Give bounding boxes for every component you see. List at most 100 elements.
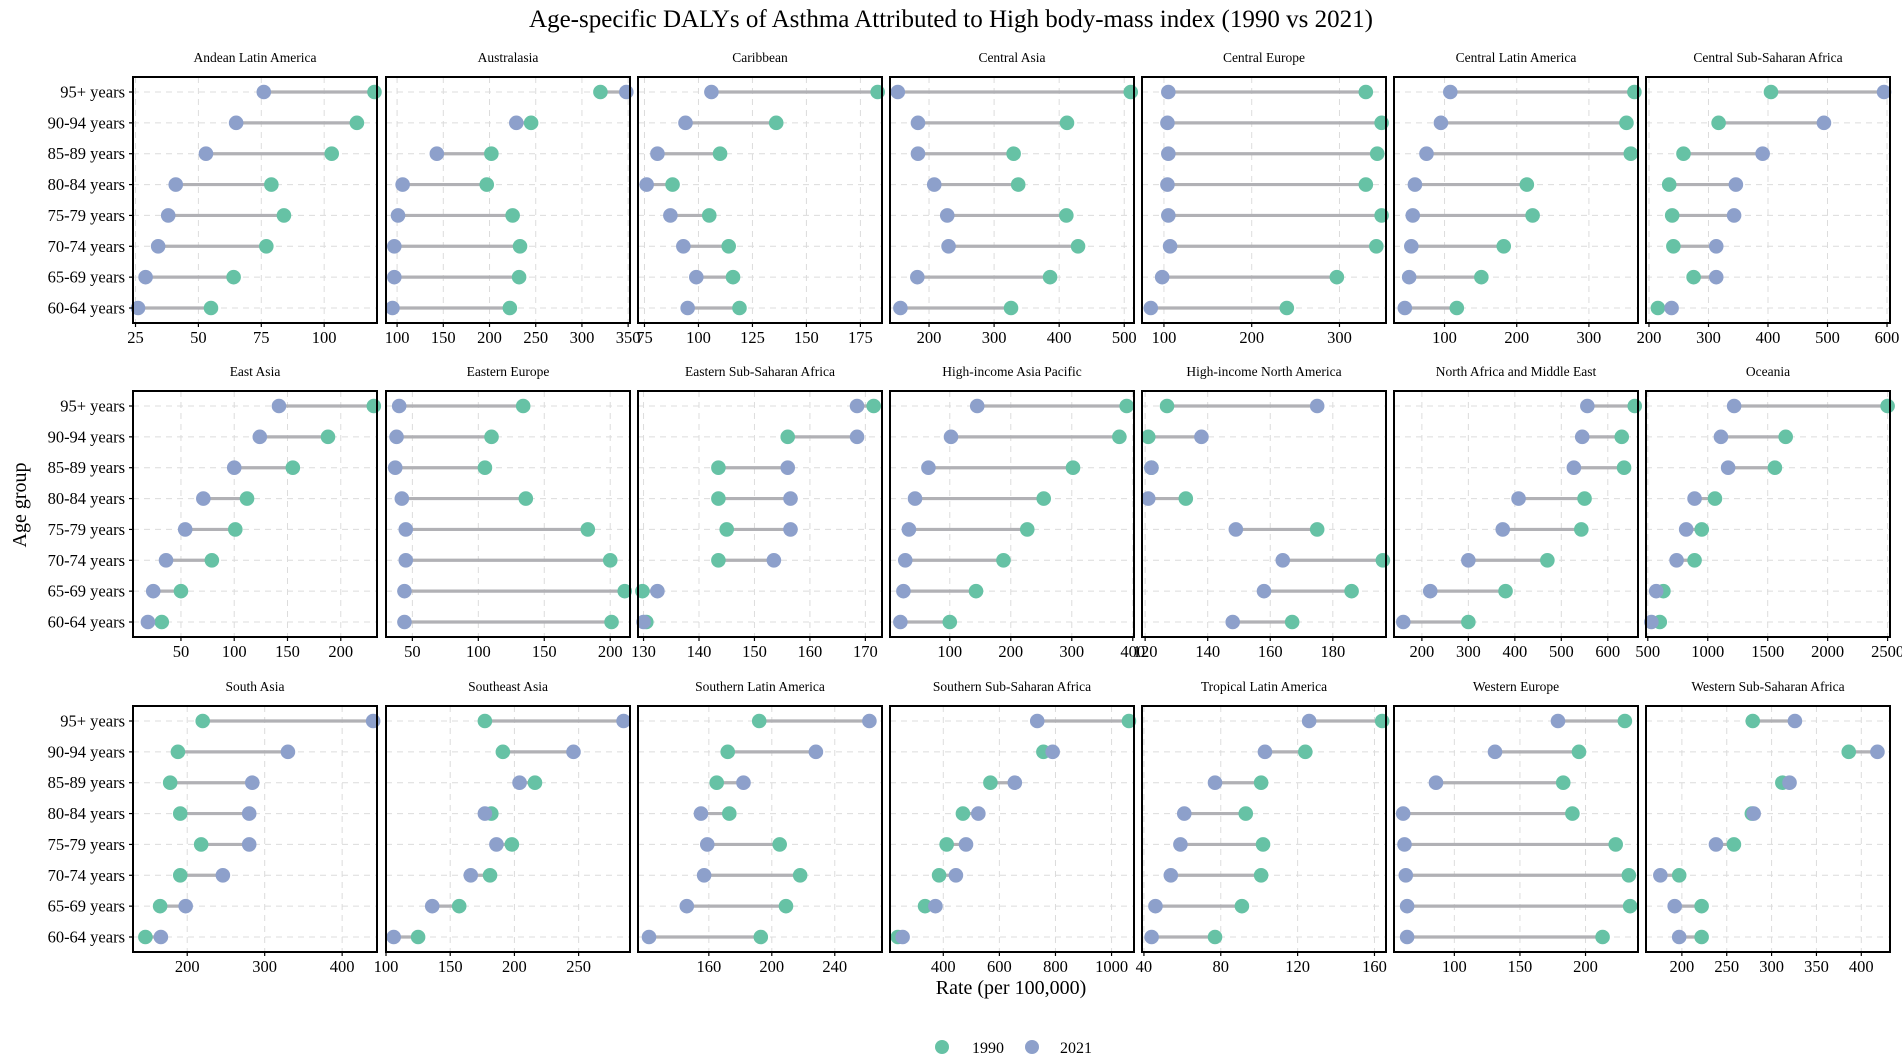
point-1990 — [721, 238, 736, 254]
point-2021 — [1678, 522, 1694, 537]
point-1990 — [1123, 84, 1139, 100]
point-2021 — [150, 238, 166, 254]
panel-title-central-latin-america: Central Latin America — [1456, 50, 1577, 65]
panel-title-tropical-latin-america: Tropical Latin America — [1201, 679, 1327, 694]
point-1990 — [1671, 867, 1687, 883]
x-tick-label: 300 — [1759, 957, 1784, 976]
y-tick-label: 90-94 years — [48, 113, 125, 132]
x-tick-label: 150 — [742, 642, 767, 661]
panel-central-latin-america: Central Latin America 100 200 300 — [1393, 50, 1642, 347]
x-tick-label: 200 — [1573, 957, 1598, 976]
x-tick-label: 75 — [636, 328, 653, 347]
point-2021 — [398, 522, 414, 537]
point-2021 — [391, 398, 407, 414]
point-1990 — [701, 208, 717, 223]
point-2021 — [969, 398, 985, 414]
x-tick-label: 40 — [1136, 957, 1153, 976]
point-1990 — [866, 398, 881, 414]
point-2021 — [1667, 898, 1683, 914]
x-tick-label: 300 — [982, 328, 1007, 347]
x-tick-label: 150 — [532, 642, 557, 661]
x-tick-label: 150 — [275, 642, 300, 661]
panel-title-australasia: Australasia — [478, 50, 539, 65]
point-1990 — [1519, 177, 1535, 192]
point-1990 — [1461, 614, 1476, 630]
point-1990 — [1059, 208, 1074, 223]
point-1990 — [1159, 398, 1175, 414]
x-tick-label: 200 — [477, 328, 502, 347]
point-2021 — [1422, 583, 1438, 599]
point-1990 — [1369, 146, 1385, 162]
panel-title-southern-latin-america: Southern Latin America — [695, 679, 825, 694]
point-2021 — [783, 491, 798, 506]
point-1990 — [285, 460, 301, 476]
point-2021 — [1161, 146, 1176, 162]
point-1990 — [712, 146, 728, 162]
point-2021 — [1301, 713, 1317, 729]
point-1990 — [264, 177, 279, 192]
point-1990 — [931, 867, 947, 883]
x-tick-label: 100 — [686, 328, 711, 347]
point-2021 — [153, 929, 169, 945]
point-2021 — [1207, 775, 1223, 791]
x-tick-label: 500 — [1635, 642, 1660, 661]
point-2021 — [280, 744, 296, 760]
point-2021 — [252, 429, 268, 445]
x-tick-label: 1000 — [1095, 957, 1128, 976]
point-2021 — [619, 84, 634, 100]
legend-label-1990: 1990 — [972, 1040, 1004, 1057]
x-tick-label: 300 — [1327, 328, 1352, 347]
panel-title-southern-sub-saharan-africa: Southern Sub-Saharan Africa — [933, 679, 1091, 694]
point-2021 — [639, 177, 654, 192]
x-tick-label: 175 — [848, 328, 873, 347]
x-tick-label: 200 — [759, 957, 784, 976]
panel-frame — [889, 705, 1135, 953]
point-2021 — [641, 929, 657, 945]
x-tick-label: 250 — [1714, 957, 1739, 976]
point-2021 — [948, 867, 964, 883]
point-2021 — [693, 806, 709, 821]
point-2021 — [1708, 837, 1724, 852]
point-1990 — [1010, 177, 1026, 192]
point-1990 — [1694, 929, 1709, 945]
panel-frame — [385, 705, 631, 953]
point-2021 — [910, 146, 926, 162]
point-1990 — [593, 84, 608, 100]
panel-tropical-latin-america: Tropical Latin America 40 80 120 160 — [1136, 679, 1390, 976]
y-tick-label: 85-89 years — [48, 773, 125, 792]
point-1990 — [1255, 837, 1271, 852]
x-tick-label: 300 — [1577, 328, 1602, 347]
point-1990 — [172, 867, 188, 883]
x-tick-label: 800 — [1043, 957, 1068, 976]
point-2021 — [1173, 837, 1188, 852]
point-1990 — [173, 583, 189, 599]
point-1990 — [482, 867, 498, 883]
x-tick-label: 350 — [616, 328, 641, 347]
point-2021 — [1870, 744, 1885, 760]
point-1990 — [495, 744, 511, 760]
point-1990 — [226, 269, 241, 285]
point-2021 — [1398, 867, 1414, 883]
point-1990 — [1666, 238, 1681, 254]
point-1990 — [1573, 522, 1589, 537]
point-2021 — [910, 115, 926, 131]
x-tick-label: 100 — [937, 642, 962, 661]
point-1990 — [259, 238, 274, 254]
point-1990 — [1119, 398, 1134, 414]
point-2021 — [1397, 300, 1413, 316]
point-1990 — [1619, 115, 1634, 131]
point-2021 — [1720, 460, 1736, 476]
point-1990 — [711, 552, 726, 568]
point-2021 — [1405, 208, 1421, 223]
point-1990 — [1309, 522, 1325, 537]
point-1990 — [1006, 146, 1021, 162]
point-2021 — [897, 552, 913, 568]
point-2021 — [893, 614, 908, 630]
x-tick-label: 350 — [1804, 957, 1829, 976]
x-tick-label: 125 — [740, 328, 765, 347]
point-1990 — [955, 806, 971, 821]
point-1990 — [1344, 583, 1359, 599]
point-1990 — [152, 898, 168, 914]
point-2021 — [907, 491, 923, 506]
point-2021 — [1461, 552, 1476, 568]
